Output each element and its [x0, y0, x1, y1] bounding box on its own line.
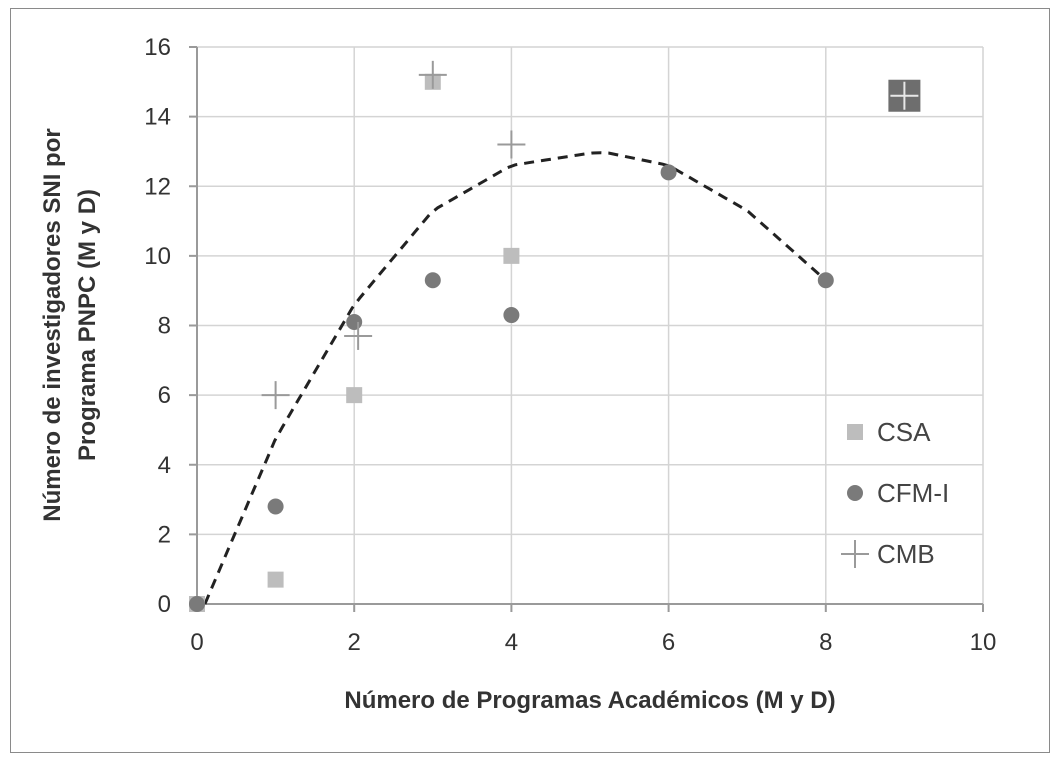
y-tick-label-5: 10	[144, 243, 171, 270]
y-tick-label-6: 12	[144, 173, 171, 200]
legend-label-cfm-i: CFM-I	[877, 478, 949, 508]
y-tick-label-4: 8	[158, 313, 171, 340]
point-cmb-2	[418, 60, 447, 89]
point-csa-4	[503, 247, 520, 264]
legend-label-csa: CSA	[877, 417, 931, 447]
point-csa-2	[346, 387, 363, 404]
point-cmb-1	[344, 321, 373, 350]
tick-labels: 0 2 4 6 8 10 12 14 16 0 2 4 6 8 10	[144, 34, 996, 656]
legend-marker-csa	[847, 424, 863, 440]
x-axis-title: Número de Programas Académicos (M y D)	[344, 687, 835, 714]
point-cfm-i-5	[660, 164, 677, 181]
legend-marker-cfm-i	[847, 485, 863, 501]
legend-marker-cmb	[841, 540, 869, 568]
point-cfm-i-1	[267, 498, 284, 515]
point-cmb-0	[261, 381, 290, 410]
legend: CSA CFM-I CMB	[841, 417, 949, 569]
point-cfm-i-3	[424, 272, 441, 289]
point-csa-1	[267, 571, 284, 588]
point-cfm-i-2	[346, 314, 363, 331]
x-tick-label-3: 6	[662, 629, 675, 656]
x-tick-label-1: 2	[348, 629, 361, 656]
trendline-group	[203, 151, 827, 605]
y-axis-title-line-1: Número de investigadores SNI por	[39, 128, 66, 521]
point-cfm-i-0	[189, 596, 205, 612]
x-tick-label-2: 4	[505, 629, 518, 656]
x-tick-label-4: 8	[819, 629, 832, 656]
y-tick-label-8: 16	[144, 34, 171, 61]
y-axis-title-line-2: Programa PNPC (M y D)	[74, 189, 101, 461]
point-cmb-4	[890, 81, 919, 110]
y-tick-label-1: 2	[158, 521, 171, 548]
x-tick-label-0: 0	[190, 629, 203, 656]
point-cfm-i-6	[817, 272, 834, 289]
x-tick-label-5: 10	[970, 629, 997, 656]
y-tick-label-0: 0	[158, 591, 171, 618]
point-cfm-i-4	[503, 307, 520, 324]
legend-label-cmb: CMB	[877, 539, 935, 569]
point-cmb-3	[497, 130, 526, 159]
data-marks	[189, 60, 921, 612]
y-tick-label-3: 6	[158, 382, 171, 409]
grid-lines	[196, 46, 984, 605]
trendline	[203, 151, 827, 605]
y-tick-label-2: 4	[158, 452, 171, 479]
chart-frame	[10, 8, 1050, 753]
axes	[189, 46, 984, 612]
y-tick-label-7: 14	[144, 104, 171, 131]
